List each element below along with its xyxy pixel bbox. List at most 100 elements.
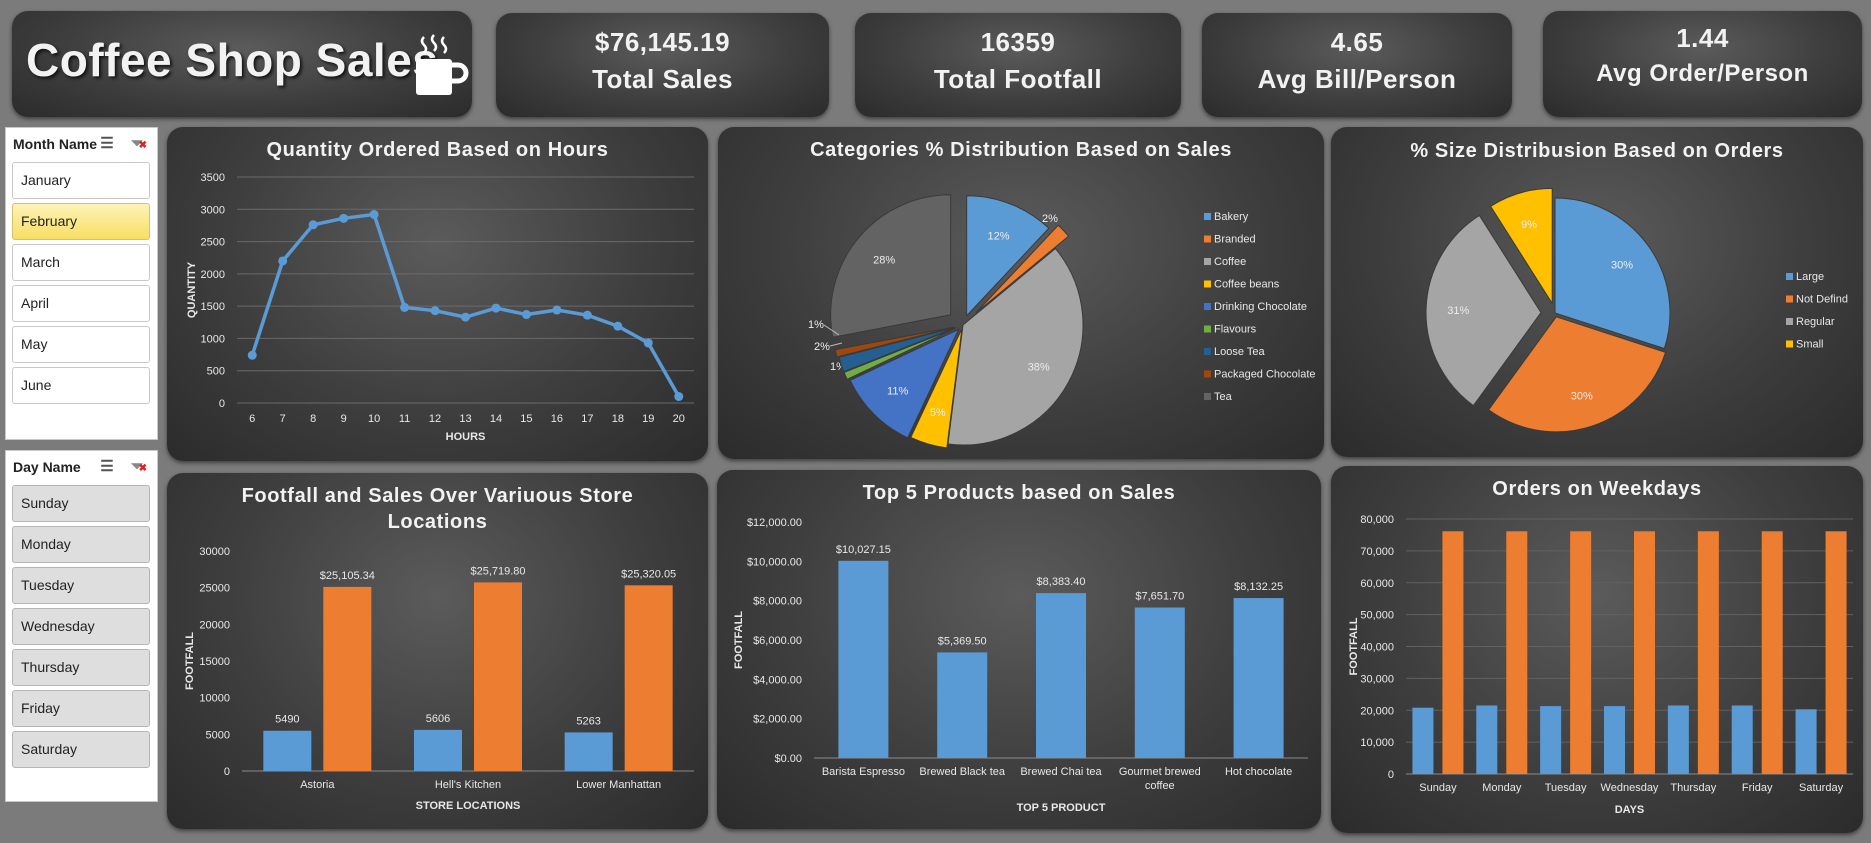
x-tick-label: Barista Espresso <box>822 766 905 778</box>
slicer-item-june[interactable]: June <box>12 367 150 404</box>
y-tick-label: 1500 <box>201 301 225 313</box>
slicer-item-sunday[interactable]: Sunday <box>12 485 150 522</box>
slice-label: 30% <box>1571 391 1593 403</box>
slicer-title: Day Name <box>13 459 81 475</box>
x-tick-label: 6 <box>249 413 255 425</box>
kpi-total-footfall: 16359 Total Footfall <box>855 13 1181 117</box>
kpi-avg-bill: 4.65 Avg Bill/Person <box>1202 13 1512 117</box>
data-label: $8,383.40 <box>1037 576 1086 588</box>
kpi-label: Avg Order/Person <box>1596 60 1809 87</box>
data-point <box>521 310 531 320</box>
data-point <box>552 305 562 315</box>
slice-label: 9% <box>1521 219 1537 231</box>
legend-swatch <box>1204 370 1211 378</box>
slicer-item-february[interactable]: February <box>12 203 150 240</box>
slicer-item-wednesday[interactable]: Wednesday <box>12 608 150 645</box>
slice-label: 11% <box>887 385 908 397</box>
clear-filter-icon[interactable]: ⏷ ✖ <box>130 458 147 475</box>
kpi-total-sales: $76,145.19 Total Sales <box>496 13 829 117</box>
weekdays-chart-panel[interactable]: Orders on Weekdays 0 10,000 20,000 30,000 40… <box>1331 466 1863 833</box>
chart-title: Orders on Weekdays <box>1492 478 1702 500</box>
slice-label: 38% <box>1028 362 1050 374</box>
kpi-value: 16359 <box>980 27 1056 57</box>
y-tick-label: $0.00 <box>774 753 802 765</box>
legend-swatch <box>1204 325 1211 333</box>
bar <box>1506 531 1528 774</box>
pie-slice <box>834 326 954 358</box>
pie-slice <box>1425 214 1542 407</box>
bar <box>1570 531 1592 774</box>
x-tick-label: 20 <box>673 413 685 425</box>
y-tick-label: 1000 <box>201 333 225 345</box>
slicer-item-thursday[interactable]: Thursday <box>12 649 150 686</box>
hours-chart-panel[interactable]: Quantity Ordered Based on Hours 0 500 1000… <box>167 127 708 461</box>
dashboard-title-panel: Coffee Shop Sales <box>12 11 472 117</box>
slice-label: 30% <box>1611 259 1633 271</box>
x-tick-label: 16 <box>551 413 563 425</box>
legend-swatch <box>1786 295 1793 303</box>
slicer-item-april[interactable]: April <box>12 285 150 322</box>
x-tick-label: 9 <box>341 413 347 425</box>
products-chart-panel[interactable]: Top 5 Products based on Sales $0.00 $2,00… <box>717 470 1321 829</box>
data-point <box>339 213 349 223</box>
x-axis-label: DAYS <box>1615 804 1645 816</box>
pie-slice <box>975 224 1070 314</box>
data-point <box>308 220 318 230</box>
y-tick-label: 3000 <box>201 204 225 216</box>
categories-chart-panel[interactable]: Categories % Distribution Based on Sales… <box>718 127 1324 459</box>
y-tick-label: $10,000.00 <box>747 556 802 568</box>
multi-select-icon[interactable]: ☰ <box>100 458 114 475</box>
kpi-value: 4.65 <box>1330 27 1384 57</box>
x-tick-label: Thursday <box>1670 782 1716 794</box>
clear-filter-icon[interactable]: ⏷ ✖ <box>130 135 147 152</box>
slice-label: 2% <box>1042 213 1058 225</box>
slicer-item-friday[interactable]: Friday <box>12 690 150 727</box>
bar <box>1412 707 1434 774</box>
locations-chart-panel[interactable]: Footfall and Sales Over Variuous Store L… <box>167 473 708 829</box>
x-tick-label: Gourmet brewed <box>1119 766 1201 778</box>
bar <box>1795 709 1817 774</box>
legend-label: Large <box>1796 271 1824 283</box>
y-tick-label: 3500 <box>201 172 225 184</box>
legend-label: Loose Tea <box>1214 346 1265 358</box>
x-tick-label: 18 <box>612 413 624 425</box>
legend-swatch <box>1204 258 1211 265</box>
x-tick-label: 11 <box>399 413 410 425</box>
bar <box>1442 531 1464 774</box>
multi-select-icon[interactable]: ☰ <box>100 135 114 152</box>
slicer-item-march[interactable]: March <box>12 244 150 281</box>
y-tick-label: $8,000.00 <box>753 596 802 608</box>
legend-swatch <box>1786 318 1793 325</box>
bar <box>937 652 988 758</box>
coffee-cup-icon <box>416 34 469 95</box>
kpi-value: $76,145.19 <box>594 27 731 57</box>
legend-label: Not Defind <box>1796 294 1848 306</box>
y-tick-label: 500 <box>207 366 225 378</box>
y-tick-label: 20,000 <box>1360 705 1394 717</box>
y-tick-label: 5000 <box>206 729 230 741</box>
slicer-item-january[interactable]: January <box>12 162 150 199</box>
bar <box>1540 706 1562 774</box>
y-axis-label: FOOTFALL <box>1348 617 1360 675</box>
y-tick-label: 0 <box>1388 769 1394 781</box>
legend-label: Regular <box>1796 316 1835 328</box>
data-label: $25,105.34 <box>320 570 375 582</box>
y-tick-label: 50,000 <box>1360 610 1394 622</box>
categories-pie-chart: 12%2%38%5%11%1%2%1%28%BakeryBrandedCoffe… <box>808 194 1316 449</box>
x-tick-label: 19 <box>642 413 654 425</box>
slicer-item-tuesday[interactable]: Tuesday <box>12 567 150 604</box>
slicer-item-may[interactable]: May <box>12 326 150 363</box>
pie-slice <box>1554 197 1671 350</box>
data-label: $25,719.80 <box>470 565 525 577</box>
chart-title: Footfall and Sales Over Variuous Store L… <box>241 485 634 533</box>
x-tick-label: coffee <box>1145 780 1175 792</box>
x-tick-label: 15 <box>520 413 532 425</box>
slicer-item-monday[interactable]: Monday <box>12 526 150 563</box>
slice-label: 31% <box>1447 305 1469 317</box>
y-tick-label: 70,000 <box>1360 546 1394 558</box>
bar <box>1697 531 1719 774</box>
x-axis-label: HOURS <box>446 431 486 443</box>
sizes-chart-panel[interactable]: % Size Distribusion Based on Orders 30% 3… <box>1331 127 1863 457</box>
y-tick-label: 30000 <box>199 546 230 558</box>
slicer-item-saturday[interactable]: Saturday <box>12 731 150 768</box>
